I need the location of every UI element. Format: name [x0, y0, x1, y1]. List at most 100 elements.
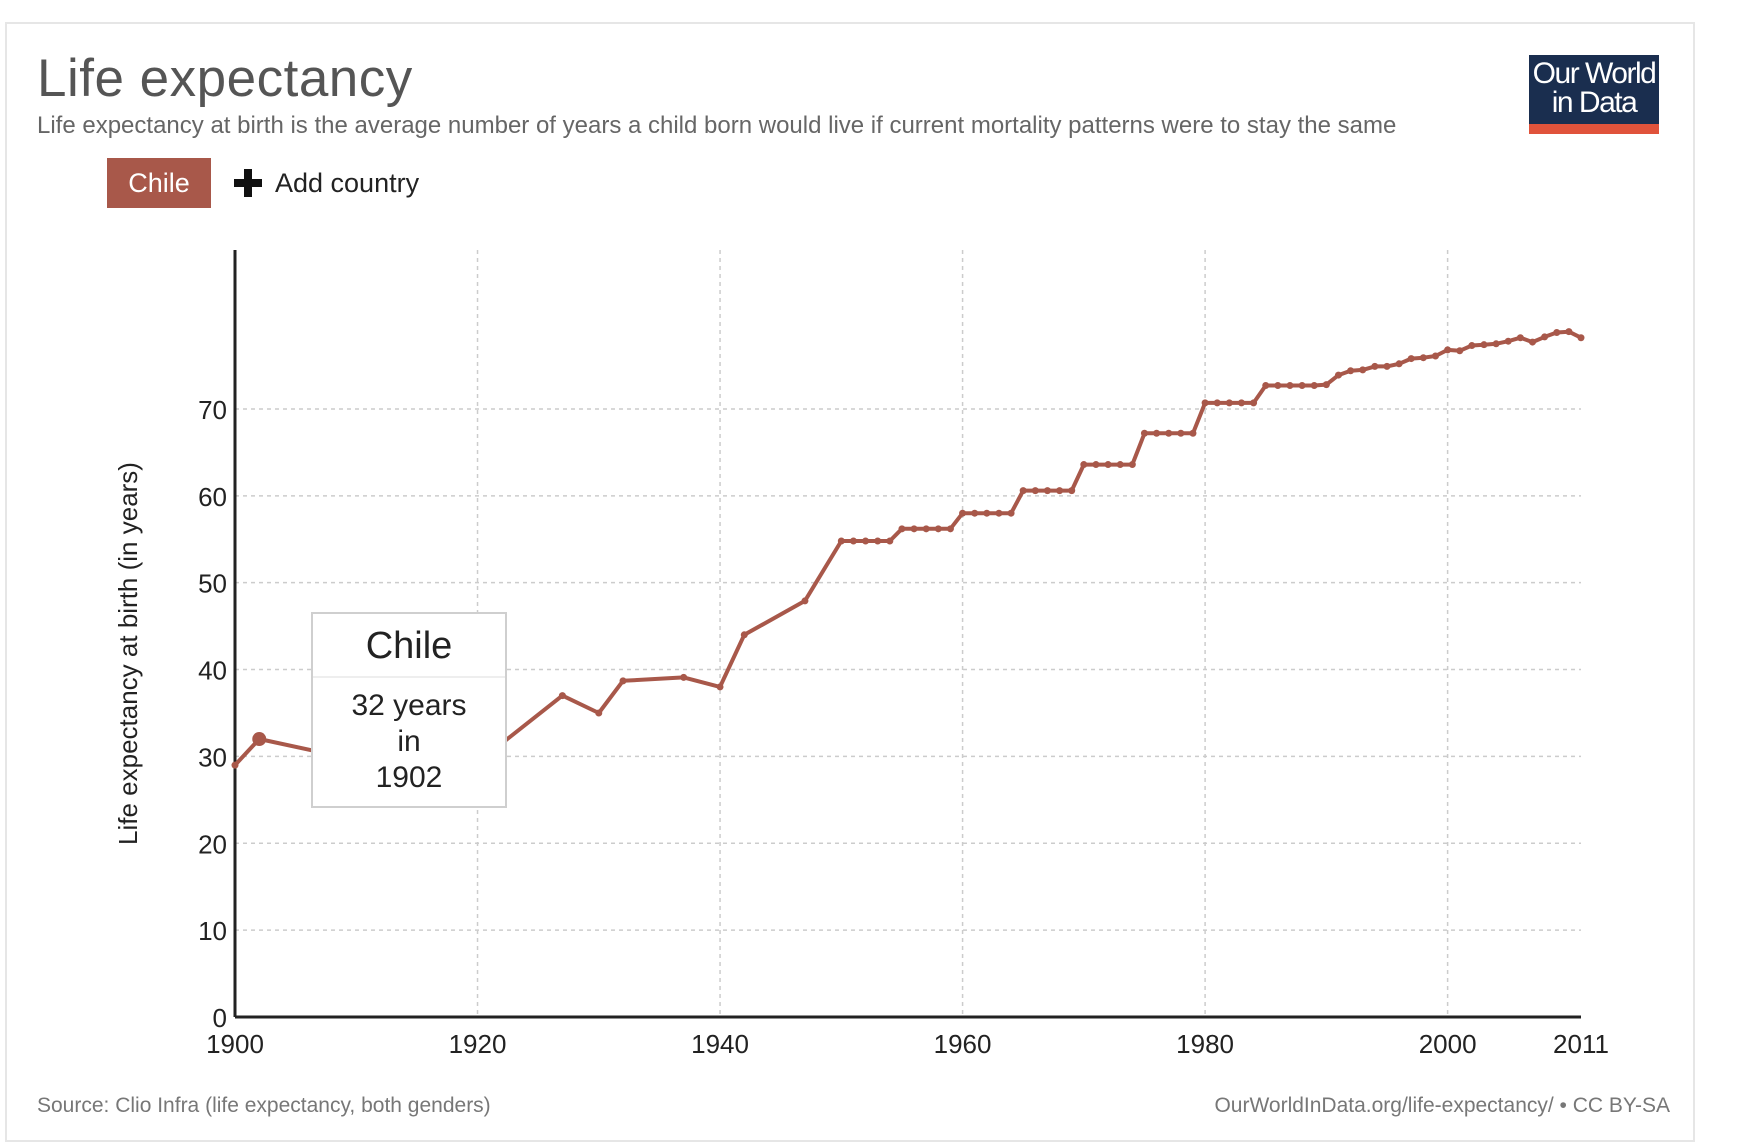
- data-point: [1250, 399, 1258, 407]
- x-tick-label: 2000: [1419, 1029, 1477, 1059]
- data-point: [886, 537, 894, 545]
- data-point: [922, 525, 930, 533]
- country-tag-chile[interactable]: Chile: [107, 158, 211, 208]
- data-point: [1080, 461, 1088, 469]
- x-tick-label: 2011: [1553, 1029, 1609, 1059]
- y-tick-label: 10: [198, 916, 227, 946]
- data-point: [1577, 334, 1585, 342]
- data-point: [1456, 347, 1464, 355]
- data-point: [1031, 487, 1039, 495]
- data-point: [1371, 362, 1379, 370]
- x-tick-label: 1960: [934, 1029, 992, 1059]
- data-point: [680, 673, 688, 681]
- data-point: [1359, 366, 1367, 374]
- data-point: [595, 709, 603, 717]
- data-point: [1492, 340, 1500, 348]
- x-tick-label: 1980: [1176, 1029, 1234, 1059]
- highlight-point: [252, 732, 267, 747]
- data-point: [558, 692, 566, 700]
- tooltip-body: 32 years in 1902: [313, 678, 505, 796]
- data-point: [1274, 382, 1282, 390]
- data-point: [1419, 354, 1427, 362]
- y-tick-label: 0: [213, 1003, 227, 1033]
- data-point: [1553, 329, 1561, 337]
- data-point: [1504, 337, 1512, 345]
- data-point: [849, 537, 857, 545]
- data-point: [1201, 399, 1209, 407]
- data-point: [716, 683, 724, 691]
- data-point: [801, 597, 809, 605]
- data-point: [862, 537, 870, 545]
- data-point: [1480, 341, 1488, 349]
- data-point: [619, 677, 627, 685]
- data-point: [1262, 382, 1270, 390]
- data-point: [1334, 371, 1342, 379]
- y-tick-label: 60: [198, 482, 227, 512]
- y-tick-label: 50: [198, 569, 227, 599]
- x-tick-label: 1920: [449, 1029, 507, 1059]
- add-country-button[interactable]: Add country: [233, 165, 419, 201]
- tooltip-country: Chile: [313, 614, 505, 678]
- data-point: [934, 525, 942, 533]
- data-point: [1128, 461, 1136, 469]
- page-title: Life expectancy: [37, 49, 413, 108]
- data-point: [1383, 362, 1391, 370]
- tooltip-connector: in: [397, 725, 421, 758]
- data-point: [1468, 342, 1476, 350]
- data-point: [1225, 399, 1233, 407]
- logo-line-1: Our World: [1532, 57, 1657, 90]
- data-point: [1213, 399, 1221, 407]
- y-axis-label: Life expectancy at birth (in years): [113, 462, 143, 845]
- y-tick-label: 20: [198, 829, 227, 859]
- add-country-label: Add country: [275, 167, 420, 198]
- license-link[interactable]: OurWorldInData.org/life-expectancy/ • CC…: [1214, 1094, 1670, 1117]
- data-point: [1395, 360, 1403, 368]
- data-point: [1043, 487, 1051, 495]
- data-point: [1007, 509, 1015, 517]
- source-note[interactable]: Source: Clio Infra (life expectancy, bot…: [37, 1094, 491, 1117]
- data-point: [1298, 382, 1306, 390]
- data-point: [1516, 334, 1524, 342]
- data-point: [1431, 352, 1439, 360]
- logo-accent-bar: [1529, 124, 1659, 134]
- data-point: [910, 525, 918, 533]
- data-point: [1565, 328, 1573, 336]
- x-tick-label: 1940: [691, 1029, 749, 1059]
- data-point: [995, 509, 1003, 517]
- data-point: [898, 525, 906, 533]
- x-tick-label: 1900: [206, 1029, 264, 1059]
- data-point: [1407, 355, 1415, 363]
- owid-logo[interactable]: Our World in Data: [1529, 55, 1659, 134]
- data-point: [1019, 487, 1027, 495]
- data-point: [946, 525, 954, 533]
- data-point: [1056, 487, 1064, 495]
- y-tick-label: 30: [198, 742, 227, 772]
- data-point: [1347, 367, 1355, 375]
- data-point: [1104, 461, 1112, 469]
- data-point: [1092, 461, 1100, 469]
- data-point: [1177, 429, 1185, 437]
- data-point: [983, 509, 991, 517]
- y-tick-label: 40: [198, 656, 227, 686]
- page-subtitle: Life expectancy at birth is the average …: [37, 112, 1397, 139]
- data-point: [1541, 333, 1549, 341]
- data-point: [1116, 461, 1124, 469]
- plus-icon: [233, 168, 263, 198]
- data-point: [1528, 338, 1536, 346]
- data-point: [1068, 487, 1076, 495]
- data-point: [1140, 429, 1148, 437]
- chart-tooltip: Chile 32 years in 1902: [311, 612, 507, 808]
- data-point: [959, 509, 967, 517]
- data-point: [740, 631, 748, 639]
- y-tick-label: 70: [198, 395, 227, 425]
- logo-line-2: in Data: [1551, 86, 1638, 119]
- data-point: [971, 509, 979, 517]
- data-point: [1153, 429, 1161, 437]
- data-point: [1165, 429, 1173, 437]
- data-point: [837, 537, 845, 545]
- data-point: [1322, 381, 1330, 389]
- data-point: [1189, 429, 1197, 437]
- tooltip-year: 1902: [375, 761, 443, 794]
- data-point: [1237, 399, 1245, 407]
